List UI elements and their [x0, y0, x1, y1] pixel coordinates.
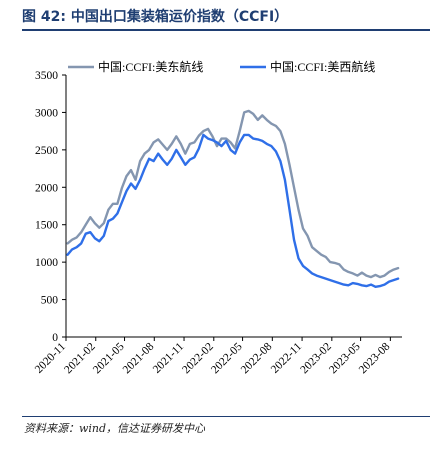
- x-tick-label: 2022-08: [239, 340, 275, 376]
- title-divider: [22, 29, 430, 31]
- series-line-us-west: [66, 133, 400, 289]
- x-tick-label: 2023-02: [298, 340, 334, 376]
- x-tick-label: 2021-02: [62, 340, 98, 376]
- x-tick-label: 2022-11: [269, 340, 304, 375]
- ccfi-line-chart: 中国:CCFI:美东航线 中国:CCFI:美西航线 0 500 1000 1500 200…: [33, 59, 402, 376]
- y-tick-label: 1500: [35, 220, 58, 232]
- x-tick-label: 2020-11: [33, 340, 68, 375]
- y-tick-label: 2500: [35, 145, 58, 157]
- chart-axes: 05001000150020002500300035002020-112021-…: [33, 70, 402, 376]
- x-tick-label: 2021-11: [151, 340, 186, 375]
- x-tick-label: 2023-05: [327, 340, 363, 376]
- series-line-us-east: [66, 109, 400, 279]
- legend-label-us-west: 中国:CCFI:美西航线: [270, 59, 375, 74]
- y-tick-label: 500: [41, 295, 59, 307]
- x-tick-label: 2021-08: [121, 340, 157, 376]
- source-note: 资料来源：wind，信达证券研发中心: [24, 422, 206, 435]
- y-tick-label: 1000: [35, 257, 58, 269]
- y-tick-label: 3500: [35, 70, 58, 82]
- x-tick-label: 2021-05: [91, 340, 127, 376]
- chart-legend: 中国:CCFI:美东航线 中国:CCFI:美西航线: [68, 59, 375, 74]
- x-tick-label: 2022-05: [209, 340, 245, 376]
- x-tick-label: 2022-02: [180, 340, 216, 376]
- y-tick-label: 3000: [35, 107, 58, 119]
- y-tick-label: 2000: [35, 182, 58, 194]
- figure-title: 图 42: 中国出口集装箱运价指数（CCFI）: [22, 9, 289, 25]
- chart-series-lines: [66, 109, 400, 289]
- y-tick-label: 0: [52, 332, 58, 344]
- source-divider: [22, 416, 430, 417]
- x-tick-label: 2023-08: [357, 340, 393, 376]
- legend-label-us-east: 中国:CCFI:美东航线: [98, 59, 203, 74]
